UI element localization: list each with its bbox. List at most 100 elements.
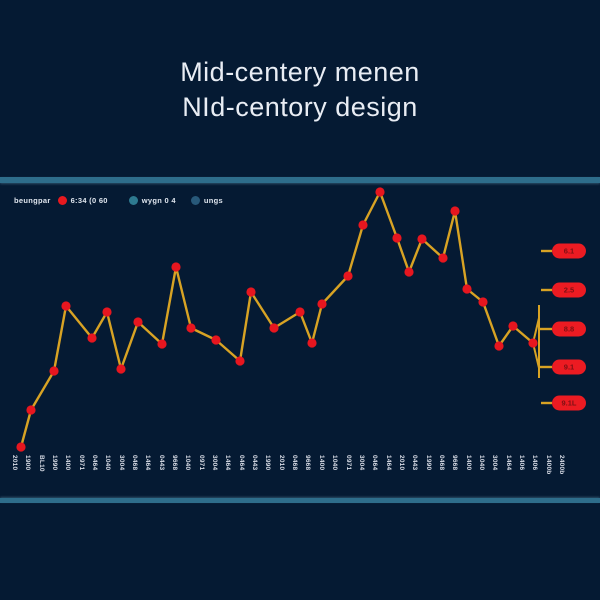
x-tick-label: 0971 bbox=[344, 455, 352, 471]
x-tick-label: 2400b bbox=[557, 455, 565, 475]
data-point-marker bbox=[87, 333, 97, 343]
x-tick-label: 1040 bbox=[184, 455, 192, 471]
x-tick-label: 3004 bbox=[211, 455, 219, 471]
legend: beungpar 6:34 (0 60 wygn 0 4 ungs bbox=[14, 194, 223, 206]
value-pill bbox=[552, 395, 586, 411]
x-tick-label: BL10 bbox=[37, 455, 45, 472]
x-tick-label: 1464 bbox=[384, 455, 392, 471]
data-point-marker bbox=[171, 262, 181, 272]
x-tick-label: 3004 bbox=[357, 455, 365, 471]
data-point-marker bbox=[102, 307, 112, 317]
x-tick-label: 0464 bbox=[91, 455, 99, 471]
chart-bottom-border bbox=[0, 498, 600, 503]
x-tick-label: 1400 bbox=[464, 455, 472, 471]
data-point-marker bbox=[438, 253, 448, 263]
x-tick-label: 0468 bbox=[437, 455, 445, 471]
x-tick-label: 1464 bbox=[504, 455, 512, 471]
x-tick-label: 0464 bbox=[371, 455, 379, 471]
data-point-marker bbox=[478, 297, 488, 307]
x-tick-label: 0443 bbox=[157, 455, 165, 471]
x-tick-label: 2010 bbox=[277, 455, 285, 471]
data-point-marker bbox=[295, 307, 305, 317]
x-tick-label: 1464 bbox=[144, 455, 152, 471]
data-point-marker bbox=[404, 267, 414, 277]
legend-axis-label: beungpar bbox=[14, 195, 51, 205]
x-tick-label: 0468 bbox=[291, 455, 299, 471]
data-point-marker bbox=[116, 364, 126, 374]
value-pill bbox=[552, 359, 586, 375]
x-tick-label: 0443 bbox=[411, 455, 419, 471]
x-tick-label: 1406 bbox=[531, 455, 539, 471]
data-point-marker bbox=[358, 220, 368, 230]
x-tick-label: 0464 bbox=[237, 455, 245, 471]
x-tick-label: 3004 bbox=[491, 455, 499, 471]
legend-item-series2[interactable]: wygn 0 4 bbox=[128, 195, 176, 205]
legend-item-series1-text: 6:34 (0 60 bbox=[70, 195, 108, 205]
value-pill bbox=[552, 321, 586, 337]
x-tick-label: 1040 bbox=[104, 455, 112, 471]
value-pill-text: 2.5 bbox=[564, 286, 574, 295]
x-tick-label: 1464 bbox=[224, 455, 232, 471]
x-tick-label: 9668 bbox=[171, 455, 179, 471]
x-tick-label: 1400 bbox=[317, 455, 325, 471]
x-tick-label: 2010 bbox=[11, 455, 18, 471]
chart-title-line1: Mid-centery menen bbox=[180, 57, 420, 87]
x-tick-label: 1400 bbox=[64, 455, 72, 471]
data-point-marker bbox=[375, 187, 385, 197]
data-point-marker bbox=[133, 317, 143, 327]
data-point-marker bbox=[450, 206, 460, 216]
data-point-marker bbox=[235, 356, 245, 366]
chart-top-border bbox=[0, 177, 600, 183]
data-point-marker bbox=[417, 234, 427, 244]
teal-dot-icon bbox=[128, 195, 138, 205]
x-tick-label: 1400b bbox=[544, 455, 552, 475]
data-point-marker bbox=[49, 366, 59, 376]
x-tick-label: 0443 bbox=[251, 455, 259, 471]
chart-title: Mid-centery menen NId-centory design bbox=[0, 55, 600, 125]
x-tick-label: 0971 bbox=[197, 455, 205, 471]
data-point-marker bbox=[392, 233, 402, 243]
x-tick-label: 1990 bbox=[264, 455, 272, 471]
x-tick-label: 1900 bbox=[24, 455, 32, 471]
x-tick-label: 3004 bbox=[117, 455, 125, 471]
x-tick-label: 1040 bbox=[477, 455, 485, 471]
data-point-marker bbox=[16, 442, 26, 452]
red-dot-icon bbox=[57, 195, 67, 205]
value-pill-text: 9.1 bbox=[564, 363, 574, 372]
value-pill-text: 6.1 bbox=[564, 247, 574, 256]
value-pill bbox=[552, 243, 586, 259]
x-tick-label: 1406 bbox=[517, 455, 525, 471]
data-point-marker bbox=[61, 301, 71, 311]
chart-title-line2: NId-centory design bbox=[182, 92, 418, 122]
data-point-marker bbox=[317, 299, 327, 309]
value-pill-text: 8.8 bbox=[564, 325, 574, 334]
data-point-marker bbox=[508, 321, 518, 331]
data-point-marker bbox=[26, 405, 36, 415]
legend-item-series3-text: ungs bbox=[203, 195, 223, 205]
data-point-marker bbox=[157, 339, 167, 349]
data-point-marker bbox=[343, 271, 353, 281]
x-tick-label: 1990 bbox=[424, 455, 432, 471]
value-pill bbox=[552, 282, 586, 298]
data-point-marker bbox=[246, 287, 256, 297]
legend-item-series2-text: wygn 0 4 bbox=[141, 195, 176, 205]
x-tick-label: 0971 bbox=[77, 455, 85, 471]
x-tick-label: 1990 bbox=[51, 455, 59, 471]
value-pill-text: 9.1L bbox=[561, 399, 576, 408]
x-tick-label: 9668 bbox=[451, 455, 459, 471]
data-point-marker bbox=[211, 335, 221, 345]
x-tick-label: 2010 bbox=[397, 455, 405, 471]
legend-item-series3[interactable]: ungs bbox=[190, 195, 223, 205]
x-tick-label: 1040 bbox=[331, 455, 339, 471]
x-tick-label: 9668 bbox=[304, 455, 312, 471]
data-point-marker bbox=[307, 338, 317, 348]
x-tick-label: 0468 bbox=[131, 455, 139, 471]
data-point-marker bbox=[528, 338, 538, 348]
steel-dot-icon bbox=[190, 195, 200, 205]
data-point-marker bbox=[186, 323, 196, 333]
data-point-marker bbox=[269, 323, 279, 333]
legend-item-series1[interactable]: 6:34 (0 60 bbox=[57, 195, 108, 205]
